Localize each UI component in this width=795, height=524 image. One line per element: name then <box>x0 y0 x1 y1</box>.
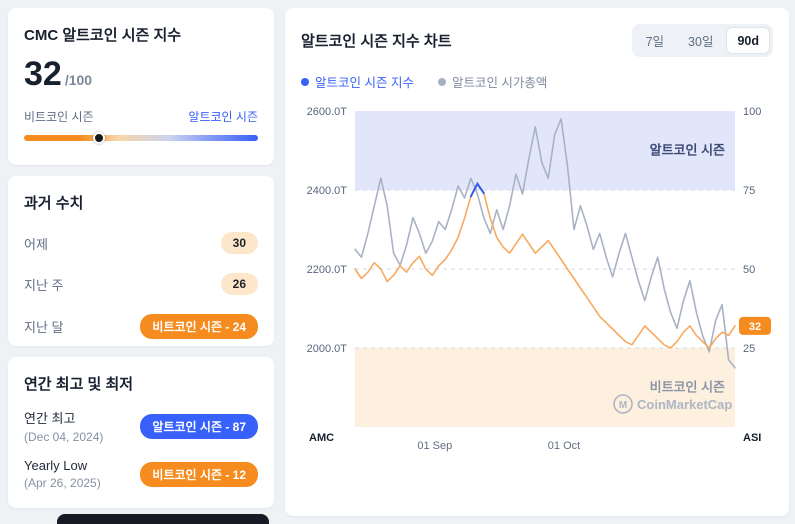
legend-dot-icon <box>301 77 309 86</box>
index-value-row: 32 /100 <box>24 57 258 91</box>
svg-text:01 Oct: 01 Oct <box>548 440 580 452</box>
svg-text:2200.0T: 2200.0T <box>307 264 348 276</box>
yearly-row-badge: 알트코인 시즌 - 87 <box>140 413 258 439</box>
svg-text:2000.0T: 2000.0T <box>307 343 348 355</box>
svg-text:알트코인 시즌: 알트코인 시즌 <box>650 143 725 158</box>
yearly-row-labels: 연간 최고 (Dec 04, 2024) <box>24 408 103 444</box>
altcoin-season-label: 알트코인 시즌 <box>188 110 258 124</box>
legend-item[interactable]: 알트코인 시즌 지수 <box>301 72 414 91</box>
svg-text:2600.0T: 2600.0T <box>307 106 348 118</box>
season-gradient-bar <box>24 132 258 144</box>
yearly-card: 연간 최고 및 최저 연간 최고 (Dec 04, 2024) 알트코인 시즌 - … <box>8 357 274 508</box>
history-row: 지난 달 비트코인 시즌 - 24 <box>24 314 258 339</box>
svg-text:75: 75 <box>743 185 755 197</box>
svg-text:2400.0T: 2400.0T <box>307 185 348 197</box>
history-row-label: 지난 주 <box>24 277 64 293</box>
history-row-badge: 비트코인 시즌 - 24 <box>140 314 258 339</box>
index-value-max: /100 <box>64 72 93 88</box>
svg-text:50: 50 <box>743 264 755 276</box>
svg-text:CoinMarketCap: CoinMarketCap <box>637 397 732 412</box>
index-value: 32 <box>24 55 62 93</box>
history-rows: 어제 30 지난 주 26 지난 달 비트코인 시즌 - 24 <box>24 232 258 339</box>
chart-card: 알트코인 시즌 지수 차트 7일 30일 90d 알트코인 시즌 지수 알트코인 시가… <box>285 8 789 516</box>
legend-dot-icon <box>437 77 446 86</box>
history-row: 지난 주 26 <box>24 273 258 295</box>
season-bar-labels: 비트코인 시즌 알트코인 시즌 <box>24 108 258 125</box>
chart-legend: 알트코인 시즌 지수 알트코인 시가총액 <box>301 72 773 91</box>
yearly-row-labels: Yearly Low (Apr 26, 2025) <box>24 458 101 490</box>
history-row-badge: 26 <box>220 273 258 295</box>
yearly-row-date: (Apr 26, 2025) <box>24 476 101 490</box>
bitcoin-season-label: 비트코인 시즌 <box>24 110 94 124</box>
history-row-label: 지난 달 <box>24 320 64 335</box>
svg-text:32: 32 <box>749 321 761 333</box>
chart-header: 알트코인 시즌 지수 차트 7일 30일 90d <box>301 24 773 57</box>
yearly-row: Yearly Low (Apr 26, 2025) 비트코인 시즌 - 12 <box>24 458 258 490</box>
svg-text:M: M <box>619 400 627 411</box>
svg-text:25: 25 <box>743 343 755 355</box>
left-column: CMC 알트코인 시즌 지수 32 /100 비트코인 시즌 알트코인 시즌 과… <box>8 8 274 516</box>
legend-label: 알트코인 시즌 지수 <box>315 76 414 90</box>
yearly-row-badge: 비트코인 시즌 - 12 <box>140 461 258 487</box>
svg-text:비트코인 시즌: 비트코인 시즌 <box>650 380 725 395</box>
yearly-rows: 연간 최고 (Dec 04, 2024) 알트코인 시즌 - 87 Yearly Lo… <box>24 408 258 490</box>
history-row-label: 어제 <box>24 236 48 252</box>
range-button-30일[interactable]: 30일 <box>677 27 724 54</box>
history-row: 어제 30 <box>24 232 258 254</box>
range-toggle-group: 7일 30일 90d <box>631 24 773 57</box>
svg-text:AMC: AMC <box>309 432 334 444</box>
svg-text:100: 100 <box>743 106 761 118</box>
chart-title: 알트코인 시즌 지수 차트 <box>301 33 452 50</box>
index-card-title: CMC 알트코인 시즌 지수 <box>24 27 182 44</box>
index-marker-dot <box>92 132 105 144</box>
yearly-row-date: (Dec 04, 2024) <box>24 430 104 444</box>
yearly-row-label: Yearly Low <box>24 458 88 473</box>
history-card-title: 과거 수치 <box>24 195 84 212</box>
history-card: 과거 수치 어제 30 지난 주 26 지난 달 비트코인 시즌 - 24 <box>8 176 274 346</box>
range-button-7일[interactable]: 7일 <box>635 27 675 54</box>
svg-text:01 Sep: 01 Sep <box>417 440 452 452</box>
yearly-row: 연간 최고 (Dec 04, 2024) 알트코인 시즌 - 87 <box>24 408 258 444</box>
yearly-card-title: 연간 최고 및 최저 <box>24 376 134 393</box>
altcoin-index-card: CMC 알트코인 시즌 지수 32 /100 비트코인 시즌 알트코인 시즌 <box>8 8 274 165</box>
svg-text:ASI: ASI <box>743 432 761 444</box>
cutoff-card-edge <box>57 514 269 524</box>
yearly-row-label: 연간 최고 <box>24 411 76 426</box>
range-button-90d[interactable]: 90d <box>726 27 770 54</box>
legend-item[interactable]: 알트코인 시가총액 <box>437 72 548 91</box>
legend-label: 알트코인 시가총액 <box>451 76 548 90</box>
history-row-badge: 30 <box>220 232 258 254</box>
